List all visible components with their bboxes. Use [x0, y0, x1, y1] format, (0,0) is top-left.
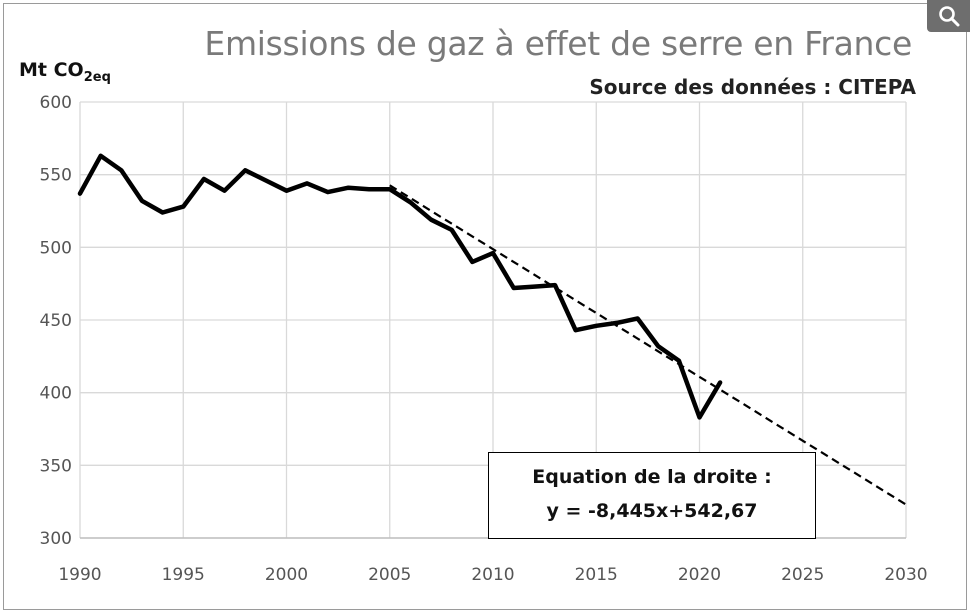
- chart-subtitle: Source des données : CITEPA: [589, 75, 916, 99]
- x-tick-label: 2010: [471, 565, 514, 585]
- y-tick-label: 300: [40, 529, 72, 549]
- y-tick-label: 600: [40, 93, 72, 113]
- trendline: [389, 184, 907, 506]
- series: [77, 153, 723, 420]
- search-icon: [939, 6, 960, 27]
- x-axis: 1990 1995 2000 2005 2010 2015 2020 2025 2030: [58, 565, 927, 585]
- y-tick-label: 450: [40, 311, 72, 331]
- chart-title: Emissions de gaz à effet de serre en Fra…: [204, 24, 912, 63]
- x-tick-label: 2020: [678, 565, 721, 585]
- trendline-line: [389, 184, 907, 506]
- x-tick-label: 2025: [781, 565, 824, 585]
- y-tick-label: 350: [40, 456, 72, 476]
- y-axis-label-main: Mt CO: [19, 59, 84, 81]
- equation-title: Equation de la droite :: [532, 466, 772, 488]
- y-axis-label: Mt CO2eq: [19, 59, 111, 85]
- y-tick-label: 550: [40, 166, 72, 186]
- y-tick-label: 500: [40, 238, 72, 258]
- equation-formula: y = -8,445x+542,67: [546, 500, 758, 522]
- x-tick-label: 2015: [575, 565, 618, 585]
- x-tick-label: 1990: [58, 565, 101, 585]
- search-button[interactable]: [927, 0, 970, 32]
- y-tick-label: 400: [40, 384, 72, 404]
- x-tick-label: 1995: [162, 565, 205, 585]
- x-tick-label: 2000: [265, 565, 308, 585]
- equation-box: Equation de la droite : y = -8,445x+542,…: [488, 452, 816, 539]
- x-tick-label: 2005: [368, 565, 411, 585]
- x-tick-label: 2030: [884, 565, 927, 585]
- y-axis-label-sub: 2eq: [83, 70, 111, 85]
- series-line-emissions: [77, 153, 723, 420]
- y-axis: 300 350 400 450 500 550 600: [40, 93, 72, 549]
